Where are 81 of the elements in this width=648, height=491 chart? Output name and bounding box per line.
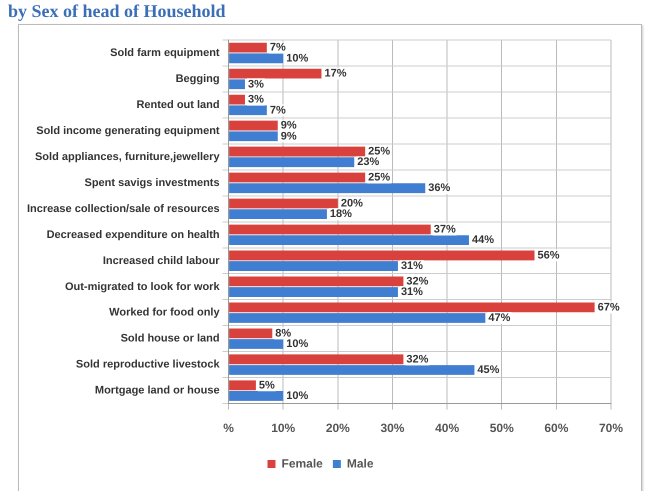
x-tick-label: 70% [598,421,624,436]
legend-label: Male [346,456,374,470]
data-label: 25% [368,146,390,158]
bar [229,328,272,338]
data-label: 9% [280,120,297,132]
bar [229,302,595,312]
data-label: 23% [357,156,380,168]
data-label: 7% [270,104,286,116]
data-label: 10% [286,338,308,350]
y-tick-label: Rented out land [136,98,220,111]
y-tick-label: Worked for food only [109,306,220,319]
bar [229,146,366,156]
y-tick-label: Sold farm equipment [110,47,220,60]
y-tick-label: Decreased expenditure on health [46,228,220,241]
data-label: 32% [406,353,429,366]
chart-title: by Sex of head of Household [8,0,226,22]
y-tick-label: Sold reproductive livestock [76,358,220,371]
data-label: 9% [280,130,297,142]
data-label: 56% [538,249,560,262]
x-tick-label: % [223,421,234,436]
y-tick-label: Spent savigs investments [84,176,220,189]
bar [229,172,366,182]
legend-label: Female [281,456,324,470]
y-tick-label: Mortgage land or house [94,384,220,397]
data-label: 37% [434,223,456,236]
x-tick-label: 60% [544,421,569,436]
data-label: 5% [258,379,276,392]
bar [229,391,284,401]
y-tick-label: Sold income generating equipment [36,124,220,137]
data-label: 31% [400,286,424,298]
data-label: 18% [330,208,352,220]
data-label: 7% [270,42,286,54]
bar [229,250,535,260]
y-tick-label: Sold house or land [120,332,220,345]
bar [229,94,245,105]
y-tick-label: Sold appliances, furniture,jewellery [34,150,220,163]
bar [229,157,354,168]
data-label: 45% [477,364,500,376]
bar [229,235,469,246]
data-label: 20% [340,198,364,210]
data-label: 10% [286,390,308,402]
bar [229,53,284,64]
bar [229,131,278,142]
bar [229,287,398,297]
data-label: 47% [488,312,511,324]
data-label: 31% [400,260,424,272]
data-label: 8% [275,327,292,340]
bar [229,198,338,208]
bar [229,261,398,271]
bar [229,42,267,53]
data-label: 3% [248,94,264,106]
bar [229,120,278,130]
data-label: 32% [406,275,429,288]
bar [229,224,431,234]
bar [229,276,404,286]
data-label: 44% [472,234,494,246]
data-label: 3% [248,78,264,90]
y-tick-label: Increased child labour [102,254,220,267]
bar [229,365,474,375]
data-label: 17% [324,68,347,80]
bar [229,209,327,220]
bar [229,313,486,323]
x-tick-label: 10% [271,421,296,436]
y-tick-label: Out-migrated to look for work [64,280,220,293]
x-tick-label: 50% [490,421,514,436]
x-tick-label: 30% [380,421,405,436]
bar [229,105,267,116]
x-tick-label: 40% [435,421,460,436]
bar [229,68,322,79]
x-tick-label: 20% [326,421,350,436]
bar [229,339,284,349]
data-label: 10% [286,52,308,64]
bar [229,380,256,390]
data-label: 25% [368,172,390,184]
data-label: 36% [428,182,450,194]
bar [229,354,404,364]
y-tick-label: Increase collection/sale of resources [27,202,220,215]
data-label: 67% [598,301,620,314]
bar [229,183,426,194]
y-tick-label: Begging [176,72,220,85]
bar [229,79,245,90]
